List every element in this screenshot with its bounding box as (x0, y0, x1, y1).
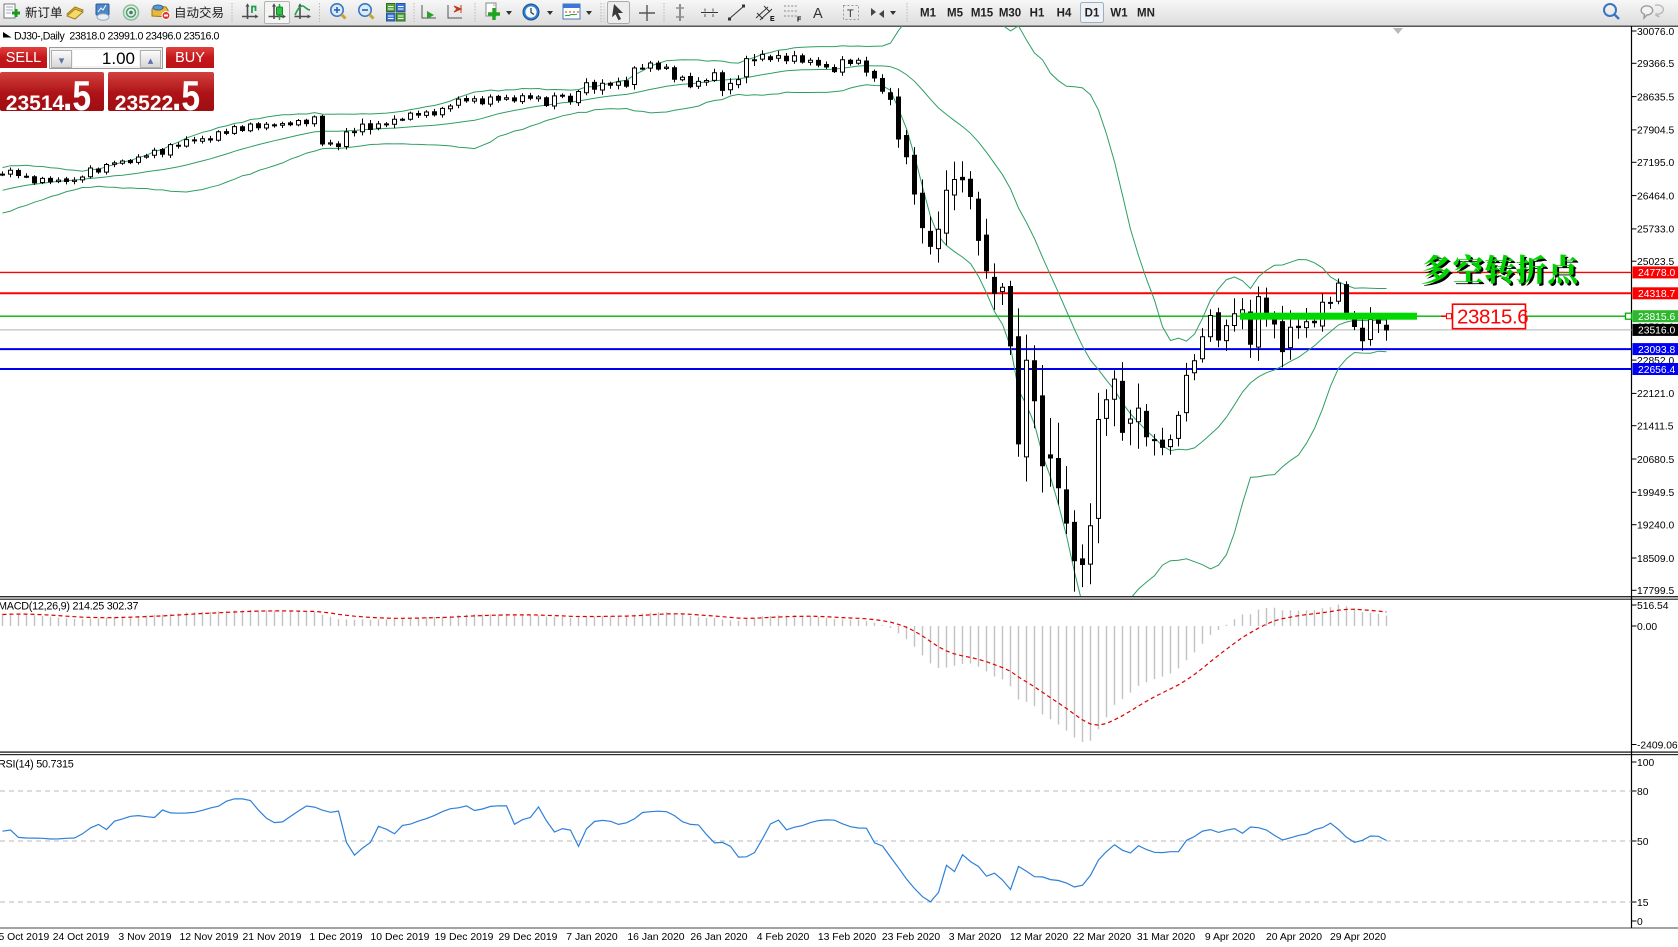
svg-text:15 Oct 2019: 15 Oct 2019 (0, 932, 50, 943)
svg-text:23815.6: 23815.6 (1457, 306, 1528, 329)
svg-text:21 Nov 2019: 21 Nov 2019 (243, 932, 302, 943)
svg-text:25023.5: 25023.5 (1637, 257, 1674, 268)
svg-text:22656.4: 22656.4 (1638, 365, 1675, 376)
svg-text:17799.5: 17799.5 (1637, 586, 1674, 597)
svg-text:H4: H4 (1057, 8, 1072, 20)
svg-text:M15: M15 (971, 8, 994, 20)
svg-text:12 Nov 2019: 12 Nov 2019 (180, 932, 239, 943)
svg-text:19240.0: 19240.0 (1637, 521, 1674, 532)
svg-text:26464.0: 26464.0 (1637, 191, 1674, 202)
svg-text:18509.0: 18509.0 (1637, 554, 1674, 565)
svg-text:3 Nov 2019: 3 Nov 2019 (118, 932, 171, 943)
svg-text:M5: M5 (947, 8, 964, 20)
svg-text:25733.0: 25733.0 (1637, 225, 1674, 236)
svg-text:24 Oct 2019: 24 Oct 2019 (53, 932, 110, 943)
svg-text:F: F (797, 17, 802, 24)
svg-text:MACD(12,26,9) 214.25 302.37: MACD(12,26,9) 214.25 302.37 (0, 601, 139, 613)
svg-text:516.54: 516.54 (1637, 601, 1669, 612)
svg-text:23516.0: 23516.0 (1638, 326, 1675, 337)
svg-text:50: 50 (1637, 837, 1649, 848)
svg-text:28635.5: 28635.5 (1637, 92, 1674, 103)
svg-text:A: A (813, 6, 823, 22)
svg-text:-2409.06: -2409.06 (1637, 741, 1678, 752)
svg-text:1 Dec 2019: 1 Dec 2019 (309, 932, 362, 943)
svg-text:9 Apr 2020: 9 Apr 2020 (1205, 932, 1255, 943)
svg-text:22121.0: 22121.0 (1637, 389, 1674, 400)
svg-text:13 Feb 2020: 13 Feb 2020 (818, 932, 877, 943)
svg-text:19949.5: 19949.5 (1637, 488, 1674, 499)
svg-text:DJ30-,Daily 23818.0 23991.0 2: DJ30-,Daily 23818.0 23991.0 23496.0 2351… (14, 31, 220, 43)
svg-text:27904.5: 27904.5 (1637, 126, 1674, 137)
svg-text:10 Dec 2019: 10 Dec 2019 (371, 932, 430, 943)
svg-text:31 Mar 2020: 31 Mar 2020 (1137, 932, 1196, 943)
svg-text:20680.5: 20680.5 (1637, 455, 1674, 466)
svg-text:T: T (847, 8, 854, 20)
svg-text:24778.0: 24778.0 (1638, 268, 1675, 279)
svg-text:22852.0: 22852.0 (1637, 356, 1674, 367)
svg-text:3 Mar 2020: 3 Mar 2020 (949, 932, 1002, 943)
svg-text:29 Apr 2020: 29 Apr 2020 (1330, 932, 1386, 943)
svg-text:23 Feb 2020: 23 Feb 2020 (882, 932, 941, 943)
svg-text:29 Dec 2019: 29 Dec 2019 (499, 932, 558, 943)
svg-text:27195.0: 27195.0 (1637, 158, 1674, 169)
svg-text:26 Jan 2020: 26 Jan 2020 (690, 932, 747, 943)
svg-text:0: 0 (1637, 917, 1643, 928)
svg-text:24318.7: 24318.7 (1638, 289, 1675, 300)
svg-text:23815.6: 23815.6 (1638, 312, 1675, 323)
svg-text:29366.5: 29366.5 (1637, 59, 1674, 70)
svg-text:20 Apr 2020: 20 Apr 2020 (1266, 932, 1322, 943)
svg-text:16 Jan 2020: 16 Jan 2020 (627, 932, 684, 943)
svg-text:MN: MN (1137, 8, 1155, 20)
svg-text:12 Mar 2020: 12 Mar 2020 (1010, 932, 1069, 943)
svg-text:7 Jan 2020: 7 Jan 2020 (566, 932, 618, 943)
svg-text:21411.5: 21411.5 (1637, 422, 1674, 433)
svg-text:4 Feb 2020: 4 Feb 2020 (757, 932, 810, 943)
svg-text:30076.0: 30076.0 (1637, 27, 1674, 38)
svg-text:E: E (770, 16, 775, 23)
svg-text:RSI(14) 50.7315: RSI(14) 50.7315 (0, 759, 74, 771)
svg-text:100: 100 (1637, 758, 1654, 769)
svg-text:W1: W1 (1110, 8, 1128, 20)
svg-text:22 Mar 2020: 22 Mar 2020 (1073, 932, 1132, 943)
svg-text:19 Dec 2019: 19 Dec 2019 (435, 932, 494, 943)
svg-text:D1: D1 (1085, 8, 1100, 20)
svg-text:0.00: 0.00 (1637, 622, 1657, 633)
svg-text:23093.8: 23093.8 (1638, 345, 1675, 356)
svg-text:M1: M1 (920, 8, 937, 20)
svg-text:15: 15 (1637, 898, 1649, 909)
svg-text:M30: M30 (999, 8, 1021, 20)
svg-text:80: 80 (1637, 787, 1649, 798)
svg-text:H1: H1 (1030, 8, 1045, 20)
